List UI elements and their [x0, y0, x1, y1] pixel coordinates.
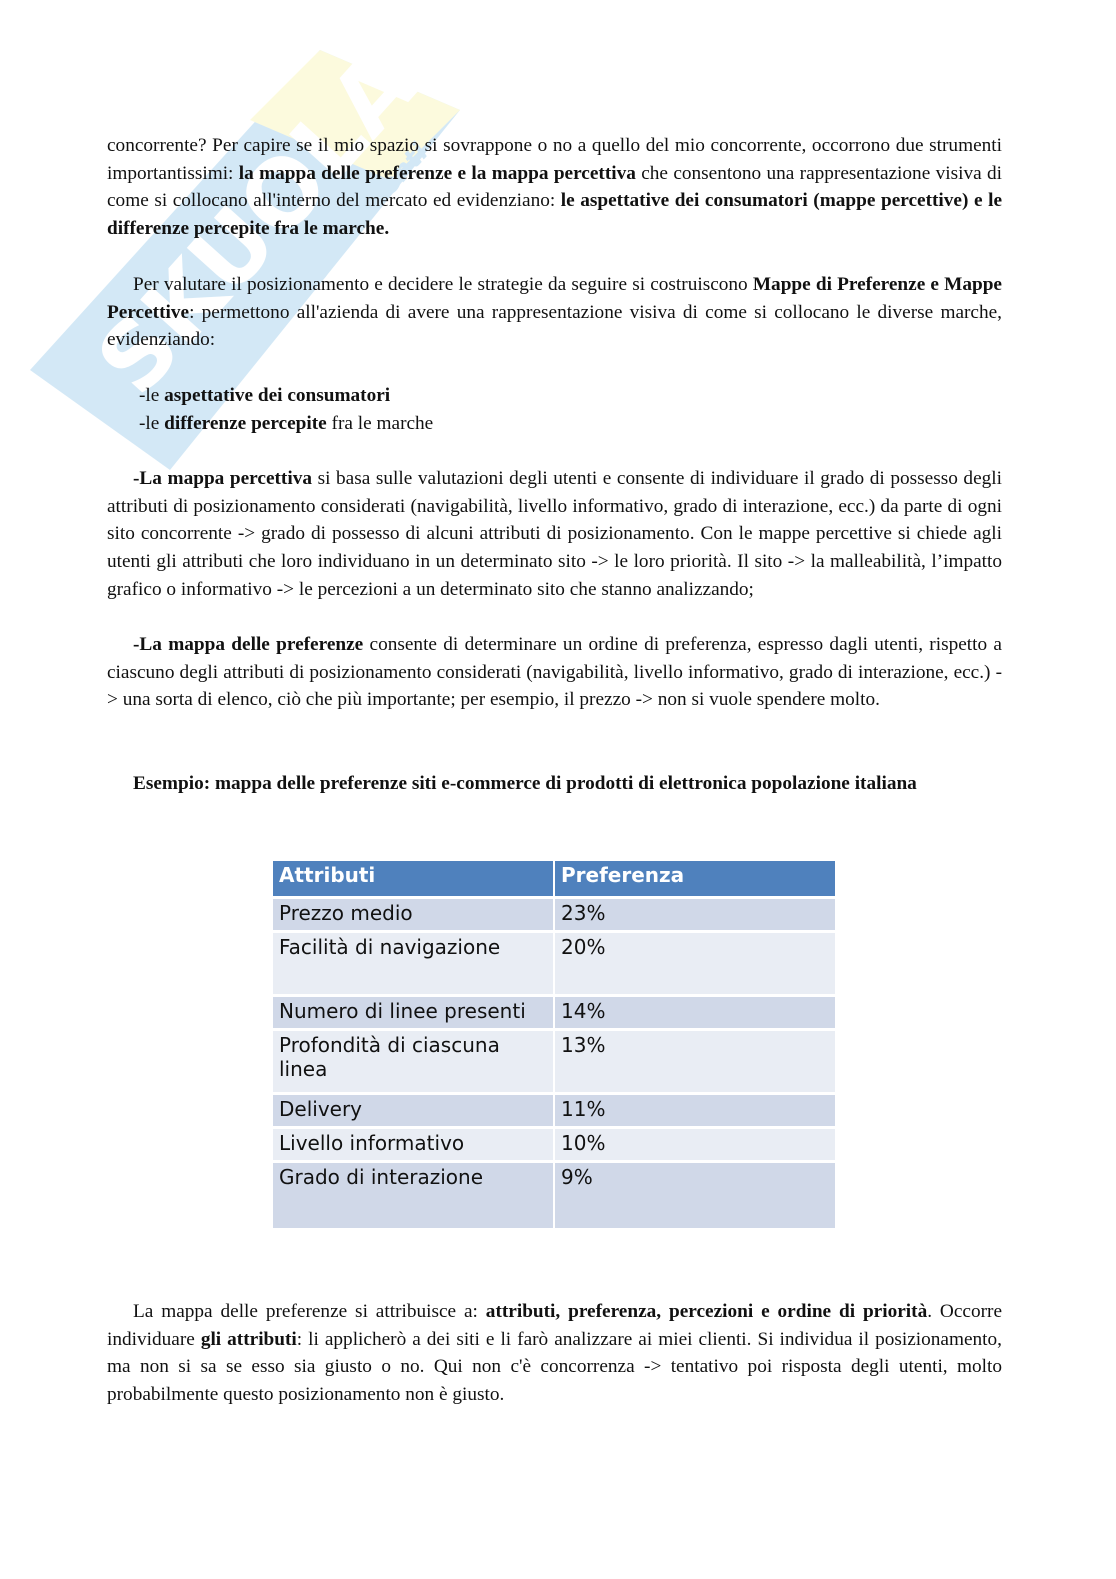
- example-heading: Esempio: mappa delle preferenze siti e-c…: [107, 770, 1002, 798]
- cell-preference: 23%: [553, 896, 835, 932]
- cell-preference: 9%: [553, 1160, 835, 1228]
- paragraph-mappe: Per valutare il posizionamento e decider…: [107, 271, 1002, 354]
- bold-text: la mappa delle preferenze e la mappa per…: [238, 162, 636, 184]
- cell-preference: 11%: [553, 1092, 835, 1128]
- paragraph-mappa-preferenze: -La mappa delle preferenze consente di d…: [107, 631, 1002, 714]
- text-run: fra le marche: [326, 413, 434, 434]
- table-row: Numero di linee presenti 14%: [273, 994, 835, 1030]
- text-run: : permettono all'azienda di avere una ra…: [107, 301, 1002, 351]
- bold-text: -La mappa percettiva: [133, 468, 312, 489]
- cell-preference: 14%: [553, 994, 835, 1030]
- preferences-table: Attributi Preferenza Prezzo medio 23% Fac…: [273, 861, 835, 1228]
- paragraph-conclusion: La mappa delle preferenze si attribuisce…: [107, 1298, 1002, 1409]
- table-row: Prezzo medio 23%: [273, 896, 835, 932]
- text-run: : li applicherò a dei siti e li farò ana…: [107, 1328, 1003, 1406]
- cell-preference: 20%: [553, 930, 835, 996]
- bold-text: aspettative dei consumatori: [164, 385, 391, 406]
- header-preferenza: Preferenza: [553, 861, 835, 898]
- table-row: Facilità di navigazione 20%: [273, 930, 835, 996]
- cell-attribute: Profondità di ciascuna linea: [273, 1028, 554, 1094]
- table-row: Grado di interazione 9%: [273, 1160, 835, 1228]
- bold-text: differenze percepite: [164, 413, 327, 434]
- header-attributi: Attributi: [273, 861, 554, 898]
- text-run: -le: [139, 413, 165, 434]
- text-run: che consentono una rappresentazione visi…: [107, 162, 1002, 212]
- paragraph-mappa-percettiva: -La mappa percettiva si basa sulle valut…: [107, 465, 1002, 604]
- bold-text: Esempio: mappa delle preferenze siti e-c…: [133, 773, 917, 794]
- text-run: concorrente? Per capire se il mio spazio…: [107, 135, 1002, 184]
- cell-attribute: Grado di interazione: [273, 1160, 554, 1228]
- bold-text: -La mappa delle preferenze: [133, 634, 364, 655]
- text-run: La mappa delle preferenze si attribuisce…: [133, 1301, 486, 1322]
- bold-text: gli attributi: [200, 1328, 297, 1350]
- cell-preference: 10%: [553, 1126, 835, 1162]
- text-run: Per valutare il posizionamento e decider…: [133, 274, 753, 295]
- table-row: Profondità di ciascuna linea 13%: [273, 1028, 835, 1094]
- cell-attribute: Facilità di navigazione: [273, 930, 554, 996]
- cell-preference: 13%: [553, 1028, 835, 1094]
- bold-text: le aspettative dei consumatori (mappe pe…: [107, 190, 1003, 240]
- cell-attribute: Prezzo medio: [273, 896, 554, 932]
- cell-attribute: Numero di linee presenti: [273, 994, 554, 1030]
- table-row: Delivery 11%: [273, 1092, 835, 1128]
- text-run: si basa sulle valutazioni degli utenti e…: [107, 468, 1002, 600]
- table-header-row: Attributi Preferenza: [273, 861, 835, 898]
- cell-attribute: Delivery: [273, 1092, 554, 1128]
- paragraph-intro: concorrente? Per capire se il mio spazio…: [107, 132, 1002, 243]
- list-item: -le differenze percepite fra le marche: [139, 410, 1034, 438]
- bold-text: Mappe di Preferenze e Mappe Percettive: [107, 274, 1002, 323]
- cell-attribute: Livello informativo: [273, 1126, 554, 1162]
- text-run: consente di determinare un ordine di pre…: [107, 634, 1002, 711]
- table-row: Livello informativo 10%: [273, 1126, 835, 1162]
- bold-text: attributi, preferenza, percezioni e ordi…: [485, 1301, 928, 1322]
- text-run: . Occorre individuare: [107, 1301, 1003, 1350]
- list-item: -le aspettative dei consumatori: [139, 382, 1034, 410]
- text-run: -le: [139, 385, 165, 406]
